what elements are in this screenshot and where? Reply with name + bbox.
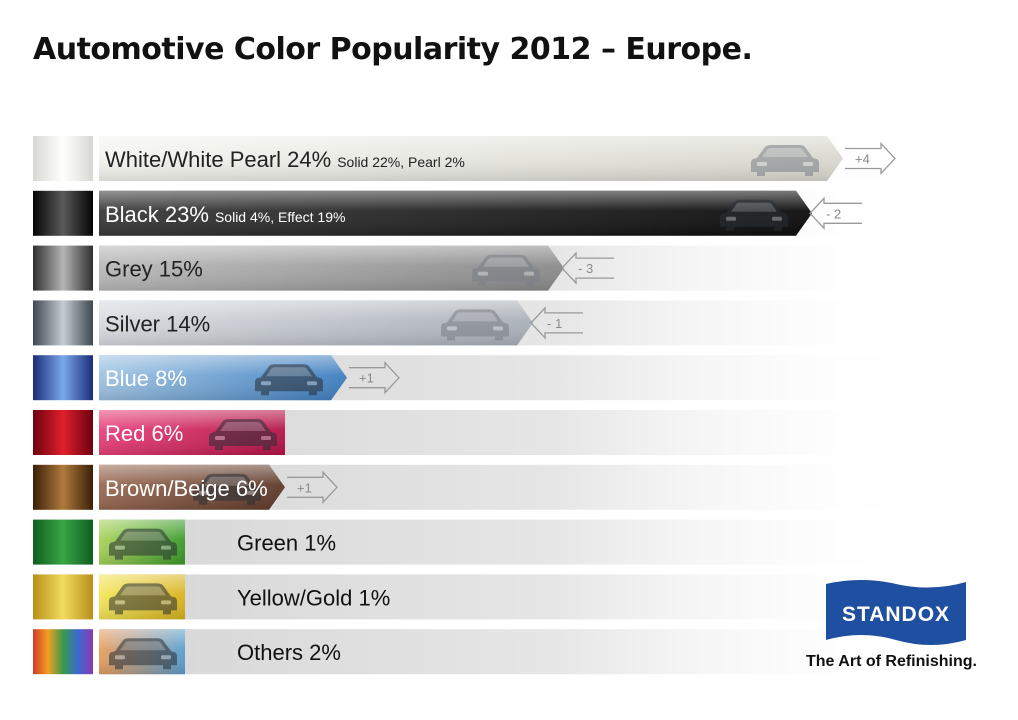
bar-row: White/White Pearl 24% Solid 22%, Pearl 2%… (33, 136, 930, 181)
color-swatch (33, 629, 93, 675)
bar-label: Blue 8% (105, 366, 187, 391)
down-arrow-icon (530, 306, 583, 340)
bar-track (99, 574, 930, 620)
brand-tagline: The Art of Refinishing. (806, 653, 977, 670)
logo-wordmark: STANDOX (842, 603, 950, 626)
up-arrow-icon (349, 361, 400, 395)
bar-track (99, 519, 930, 565)
bar-label: Red 6% (105, 421, 183, 446)
standox-logo: STANDOX (826, 580, 966, 645)
change-value: +1 (359, 371, 374, 386)
car-icon (209, 419, 277, 450)
change-indicator: - 2 (809, 196, 862, 230)
car-icon (255, 364, 323, 396)
car-icon (109, 583, 177, 615)
car-icon (109, 638, 177, 670)
bar-label: Grey 15% (105, 257, 203, 282)
color-swatch (33, 190, 93, 236)
bar-note: Solid 22%, Pearl 2% (337, 154, 465, 170)
bar-label: Yellow/Gold 1% (237, 585, 390, 610)
car-icon (472, 254, 540, 286)
bar-label: Others 2% (237, 640, 341, 665)
bar-row: Yellow/Gold 1% (33, 574, 930, 620)
change-value: +1 (297, 480, 312, 495)
bar-track (99, 629, 930, 675)
car-icon (193, 473, 261, 505)
down-arrow-icon (561, 251, 614, 285)
bar-label: Green 1% (237, 531, 336, 556)
change-value: +4 (855, 152, 870, 167)
bar-row: Silver 14% - 1 (33, 300, 930, 346)
color-swatch (33, 245, 93, 291)
car-icon (441, 309, 509, 341)
bar-note: Solid 4%, Effect 19% (215, 209, 345, 225)
change-indicator: +1 (349, 361, 400, 395)
up-arrow-icon (845, 141, 896, 176)
color-swatch (33, 355, 93, 401)
bar-row: Brown/Beige 6% +1 (33, 464, 930, 510)
down-arrow-icon (809, 196, 862, 230)
change-value: - 1 (547, 316, 562, 331)
bar-gloss (99, 245, 564, 291)
change-indicator: - 1 (530, 306, 583, 340)
bar-label: Black 23% Solid 4%, Effect 19% (105, 202, 345, 227)
car-icon (751, 145, 819, 176)
bar-row: Red 6% (33, 410, 930, 455)
bar-gloss (99, 136, 843, 181)
bar-gloss (99, 300, 533, 346)
bar-row: Black 23% Solid 4%, Effect 19% - 2 (33, 190, 930, 236)
car-icon (109, 528, 177, 560)
car-icon (720, 199, 788, 231)
chart-title: Automotive Color Popularity 2012 – Europ… (33, 32, 753, 67)
logo-flag-shape (826, 580, 966, 645)
change-value: - 2 (826, 206, 841, 221)
change-indicator: +4 (845, 141, 896, 176)
bar-row: Others 2% (33, 629, 930, 675)
change-indicator: +1 (287, 470, 338, 504)
color-swatch (33, 136, 93, 181)
bar-row: Grey 15% - 3 (33, 245, 930, 291)
bar-row: Green 1% (33, 519, 930, 565)
color-swatch (33, 574, 93, 620)
bar-label: Silver 14% (105, 311, 210, 336)
change-value: - 3 (578, 261, 593, 276)
up-arrow-icon (287, 470, 338, 504)
color-swatch (33, 519, 93, 565)
color-swatch (33, 464, 93, 510)
bar-row: Blue 8% +1 (33, 355, 930, 401)
change-indicator: - 3 (561, 251, 614, 285)
color-swatch (33, 410, 93, 455)
bar-label: Brown/Beige 6% (105, 476, 268, 501)
bar-gloss (99, 190, 812, 236)
color-swatch (33, 300, 93, 346)
